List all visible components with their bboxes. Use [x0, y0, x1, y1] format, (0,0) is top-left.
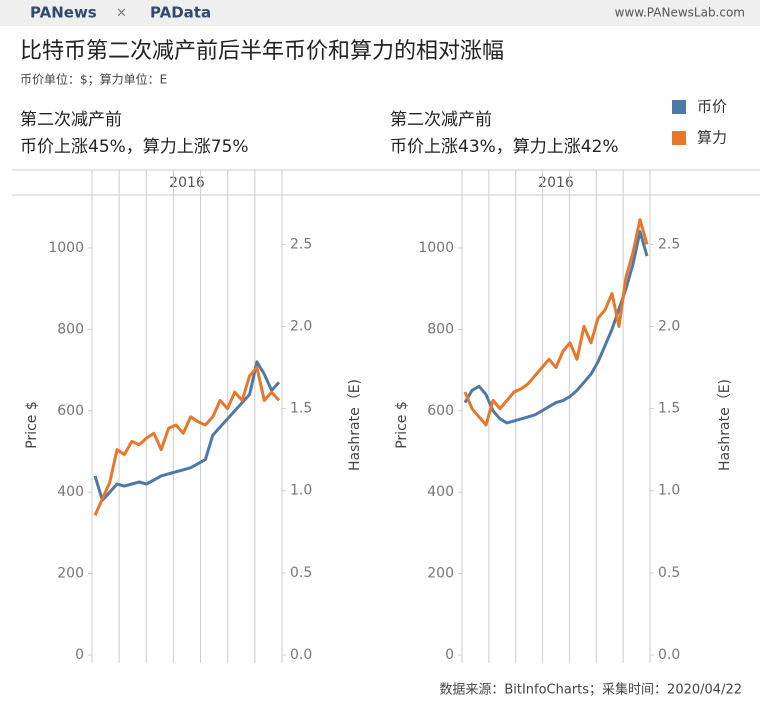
- brand-sep: ×: [116, 6, 127, 21]
- legend-label: 币价: [697, 98, 727, 116]
- subtitle: 币价单位：$；算力单位：E: [20, 72, 167, 87]
- series-line: [93, 360, 281, 502]
- y-tick-label: 1000: [48, 240, 84, 256]
- y-tick-label: 200: [427, 566, 454, 582]
- y2-tick-label: 1.0: [658, 483, 680, 499]
- y2-tick-label: 2.0: [290, 318, 312, 334]
- top-bar: [0, 0, 760, 26]
- title: 比特币第二次减产前后半年币价和算力的相对涨幅: [20, 39, 504, 64]
- y2-tick-label: 1.0: [290, 483, 312, 499]
- legend-swatch: [672, 131, 686, 145]
- chart-title: 第二次减产前: [390, 110, 492, 130]
- chart-title: 第二次减产前: [20, 110, 122, 130]
- y2-tick-label: 2.0: [658, 318, 680, 334]
- y2-tick-label: 1.5: [658, 401, 680, 417]
- chart-subtitle: 币价上涨45%，算力上涨75%: [20, 137, 249, 157]
- x-header: 2016: [538, 175, 574, 191]
- y-tick-label: 600: [427, 403, 454, 419]
- series-line: [93, 366, 281, 517]
- chart-subtitle: 币价上涨43%，算力上涨42%: [390, 137, 619, 157]
- y2-axis-title: Hashrate（E): [347, 379, 363, 471]
- x-header: 2016: [169, 175, 205, 191]
- y-tick-label: 0: [75, 647, 84, 663]
- y2-tick-label: 0.0: [290, 647, 312, 663]
- y-axis-title: Price $: [394, 401, 410, 449]
- y2-axis-title: Hashrate（E): [717, 379, 733, 471]
- y2-tick-label: 0.5: [658, 565, 680, 581]
- source: 数据来源：BitInfoCharts；采集时间：2020/04/22: [439, 682, 742, 698]
- y-tick-label: 800: [427, 321, 454, 337]
- series-line: [463, 218, 649, 427]
- y-tick-label: 400: [427, 484, 454, 500]
- y-tick-label: 600: [57, 403, 84, 419]
- legend-swatch: [672, 100, 686, 114]
- y2-tick-label: 0.0: [658, 647, 680, 663]
- legend-label: 算力: [697, 129, 727, 147]
- y-axis-title: Price $: [24, 401, 40, 449]
- y2-tick-label: 1.5: [290, 401, 312, 417]
- y-tick-label: 0: [445, 647, 454, 663]
- y-tick-label: 1000: [418, 240, 454, 256]
- y2-tick-label: 2.5: [658, 236, 680, 252]
- y2-tick-label: 2.5: [290, 236, 312, 252]
- y-tick-label: 200: [57, 566, 84, 582]
- y-tick-label: 400: [57, 484, 84, 500]
- y-tick-label: 800: [57, 321, 84, 337]
- brand-right: PAData: [150, 4, 211, 22]
- brand-left: PANews: [30, 4, 97, 22]
- y2-tick-label: 0.5: [290, 565, 312, 581]
- site: www.PANewsLab.com: [615, 6, 745, 20]
